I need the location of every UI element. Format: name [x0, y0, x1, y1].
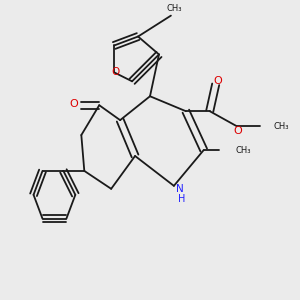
Text: O: O — [70, 99, 78, 109]
Text: H: H — [178, 194, 185, 204]
Text: CH₃: CH₃ — [166, 4, 182, 13]
Text: O: O — [112, 68, 120, 77]
Text: O: O — [233, 126, 242, 136]
Text: CH₃: CH₃ — [274, 122, 290, 130]
Text: O: O — [214, 76, 223, 86]
Text: N: N — [176, 184, 184, 194]
Text: CH₃: CH₃ — [235, 146, 250, 154]
